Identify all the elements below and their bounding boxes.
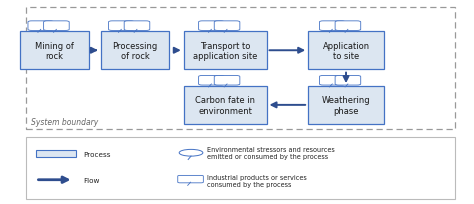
Text: Flow: Flow (83, 177, 100, 183)
Text: System boundary: System boundary (31, 117, 98, 126)
FancyBboxPatch shape (335, 22, 361, 31)
FancyBboxPatch shape (20, 32, 89, 70)
Circle shape (179, 150, 203, 156)
FancyBboxPatch shape (214, 22, 240, 31)
FancyBboxPatch shape (183, 32, 266, 70)
FancyBboxPatch shape (28, 22, 54, 31)
Text: Industrial products or services
consumed by the process: Industrial products or services consumed… (207, 174, 307, 187)
Text: Environmental stressors and resources
emitted or consumed by the process: Environmental stressors and resources em… (207, 146, 335, 160)
Text: Mining of
rock: Mining of rock (35, 41, 74, 61)
FancyBboxPatch shape (308, 32, 384, 70)
FancyBboxPatch shape (319, 22, 345, 31)
Text: Weathering
phase: Weathering phase (322, 96, 370, 115)
FancyBboxPatch shape (199, 76, 224, 86)
Text: Transport to
application site: Transport to application site (193, 41, 257, 61)
FancyBboxPatch shape (319, 76, 345, 86)
Bar (26, 137, 455, 199)
FancyBboxPatch shape (335, 76, 361, 86)
FancyBboxPatch shape (36, 150, 76, 158)
Text: Processing
of rock: Processing of rock (112, 41, 158, 61)
FancyBboxPatch shape (308, 86, 384, 124)
FancyBboxPatch shape (124, 22, 150, 31)
FancyBboxPatch shape (100, 32, 169, 70)
FancyBboxPatch shape (178, 176, 203, 183)
FancyBboxPatch shape (199, 22, 224, 31)
Text: Carbon fate in
environment: Carbon fate in environment (195, 96, 255, 115)
FancyBboxPatch shape (214, 76, 240, 86)
FancyBboxPatch shape (109, 22, 134, 31)
Text: Application
to site: Application to site (322, 41, 370, 61)
FancyBboxPatch shape (44, 22, 69, 31)
Text: Process: Process (83, 151, 110, 157)
FancyBboxPatch shape (183, 86, 266, 124)
Bar (26, 8, 455, 130)
